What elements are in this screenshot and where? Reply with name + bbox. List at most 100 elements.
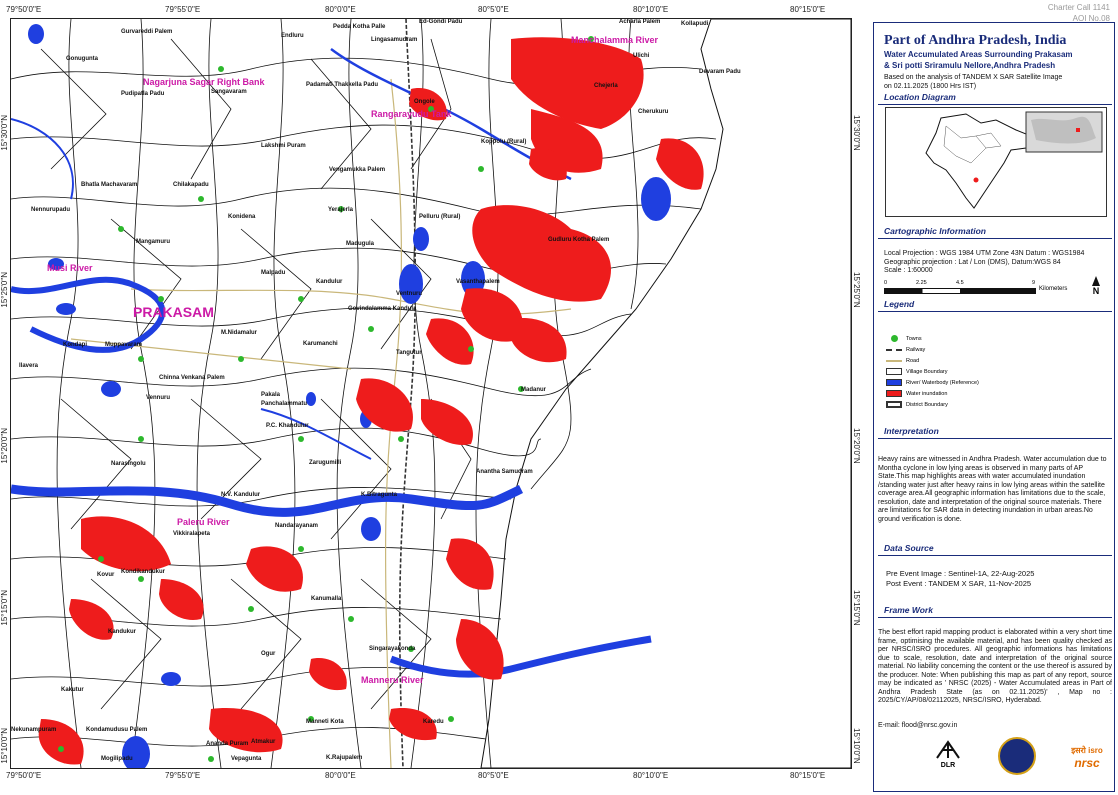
railway-icon [886,348,902,351]
place-label: Zarugumilli [309,460,342,466]
place-label: Ananda Puram [206,741,249,747]
frame-work-text: The best effort rapid mapping product is… [878,629,1112,704]
place-label: Kondikandukur [121,569,166,575]
legend-label: Railway [906,346,926,353]
place-label: Lakshmi Puram [261,143,306,149]
scale-unit: Kilometers [1039,286,1068,292]
lon-tick: 80°15'0"E [790,5,826,14]
basis-line-2: on 02.11.2025 (1800 Hrs IST) [884,83,977,90]
rivers [11,47,652,678]
location-heading: Location Diagram [884,92,956,102]
place-label: Yerajerla [328,207,354,213]
water-bodies [28,24,671,768]
isro-text: इसरो isro [1071,746,1103,755]
place-label: P.C. Khandulur [266,423,309,429]
legend-label: Village Boundary [906,368,948,375]
place-label: Kovur [97,572,115,578]
lon-tick: 80°5'0"E [478,771,509,780]
legend-label: District Boundary [906,401,948,408]
legend-item-district: District Boundary [886,400,948,409]
place-label: M.Nidamalur [221,330,258,336]
post-event: Post Event : TANDEM X SAR, 11-Nov-2025 [886,579,1032,588]
subtitle-line-2: & Sri potti Sriramulu Nellore,Andhra Pra… [884,61,1056,70]
scale-tick: 0 [884,280,888,286]
projection-line: Local Projection : WGS 1984 UTM Zone 43N… [884,250,1085,257]
place-label: Ventnuru [396,291,423,297]
isro-nrsc-logo: इसरो isro nrsc [1062,745,1112,770]
place-label: K.Bitragunta [361,492,397,498]
lat-tick: 15°20'0"N [0,428,9,464]
place-label: Mogilipadu [101,756,133,762]
dlr-emblem-icon [936,740,960,759]
place-label: N.V. Kandulur [221,492,261,498]
map-frame[interactable]: Gurvareddi Palem Endluru Pedda Kotha Pal… [10,18,852,769]
geo-projection-line: Geographic projection : Lat / Lon (DMS),… [884,258,1061,266]
legend-item-water: River/ Waterbody (Reference) [886,378,979,387]
place-label: Sangavaram [211,89,247,95]
place-label: Bhatla Machavaram [81,182,138,188]
analysis-basis: Based on the analysis of TANDEM X SAR Sa… [884,73,1110,91]
river-label: Manchalamma River [571,35,659,45]
lat-tick: 15°15'0"N [852,590,861,626]
place-label: Gurvareddi Palem [121,29,173,35]
scale-tick: 2.25 [916,280,927,286]
lon-tick: 80°5'0"E [478,5,509,14]
data-source-heading: Data Source [884,543,934,553]
place-label: Narasingolu [111,461,146,467]
scale-tick: 4.5 [956,280,964,286]
place-label: Kondapi [63,342,87,348]
place-label: Gonugunta [66,56,98,62]
north-label: N [1092,286,1100,296]
divider [878,238,1112,239]
scale-bar: 0 2.25 4.5 9 Kilometers [884,280,1074,298]
legend-item-towns: Towns [886,334,922,343]
place-label: Panchalammatu [261,401,308,407]
river-label: Rangarayudu Tank [371,109,452,119]
place-label: Pakala [261,392,281,398]
legend-label: Towns [906,335,922,342]
divider [878,617,1112,618]
place-label: Kondamudusu Palem [86,727,148,733]
place-label: Karumanchi [303,341,338,347]
road-icon [886,359,902,362]
arrow-up-icon [1092,276,1100,286]
aoi-number: AOI No.08 [1072,14,1110,23]
place-label: Kandukur [108,629,137,635]
dlr-logo: DLR [928,738,968,769]
place-label: Atmakur [251,739,276,745]
legend-item-road: Road [886,356,919,365]
river-label: Nagarjuna Sagar Right Bank [143,77,265,87]
legend-item-village: Village Boundary [886,367,947,376]
place-label: Vikkiralapeta [173,531,210,537]
map-canvas[interactable] [11,19,851,768]
lat-tick: 15°25'0"N [0,272,9,308]
place-label: Chejerla [594,83,618,89]
lon-tick: 79°50'0"E [6,5,42,14]
place-label: Chinna Venkana Palem [159,375,225,381]
legend-label: Road [906,357,920,364]
place-label: Ulichi [633,53,650,59]
inundation-areas [38,37,704,765]
place-label: Pudipatla Padu [121,91,165,97]
place-label: Endluru [281,33,304,39]
place-label: Pelluru (Rural) [419,214,461,220]
place-label: Govindalamma Kandula [348,306,417,312]
place-label: K.Rajupalem [326,755,363,761]
interpretation-text: Heavy rains are witnessed in Andhra Prad… [878,456,1107,523]
lon-tick: 80°15'0"E [790,771,826,780]
place-label: Devaram Padu [699,69,741,75]
place-label: Ogur [261,651,276,657]
dlr-text: DLR [940,762,956,769]
scale-tick: 9 [1032,280,1036,286]
lon-tick: 80°0'0"E [325,771,356,780]
place-label: Vennuru [146,395,171,401]
district-boundary-icon [886,401,902,408]
legend-item-inundation: Water inundation [886,389,947,398]
place-label: Kakutur [61,687,84,693]
lon-tick: 79°55'0"E [165,5,201,14]
village-boundary-icon [886,368,902,375]
place-label: Manneti Kota [306,719,344,725]
place-label: Kollapudi [681,21,709,27]
seal-logo [998,737,1036,775]
place-label: Tangutur [396,350,422,356]
